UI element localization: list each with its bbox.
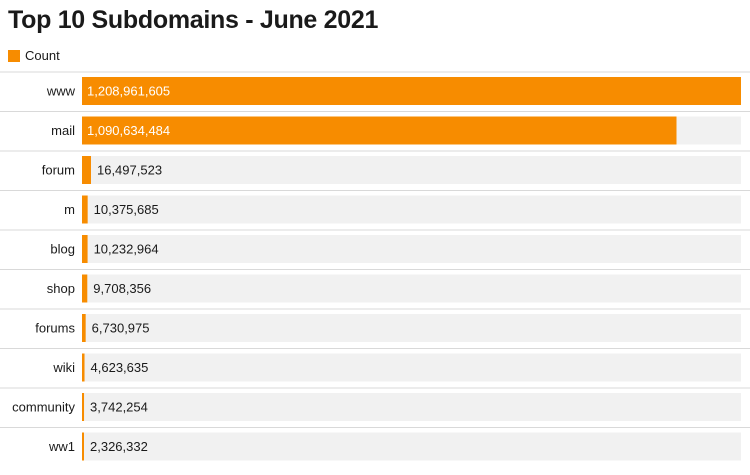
- value-label: 2,326,332: [90, 439, 148, 454]
- category-label: m: [64, 202, 75, 217]
- bar-track: [82, 314, 741, 342]
- value-label: 16,497,523: [97, 163, 162, 178]
- bar-forum: [82, 156, 91, 184]
- value-label: 9,708,356: [93, 281, 151, 296]
- category-label: ww1: [48, 439, 75, 454]
- value-label: 10,232,964: [94, 242, 159, 257]
- bar-shop: [82, 274, 88, 303]
- bar-ww1: [82, 432, 84, 461]
- bar-blog: [82, 235, 88, 263]
- category-label: blog: [50, 242, 75, 257]
- value-label: 4,623,635: [91, 360, 149, 375]
- legend-label: Count: [25, 48, 60, 63]
- bar-track: [82, 156, 741, 184]
- category-label: shop: [47, 281, 75, 296]
- value-label: 6,730,975: [92, 321, 150, 336]
- category-label: mail: [51, 123, 75, 138]
- category-label: forums: [35, 321, 75, 336]
- bar-track: [82, 393, 741, 421]
- bar-www: [82, 77, 741, 105]
- value-label: 10,375,685: [94, 202, 159, 217]
- legend-swatch: [8, 49, 20, 62]
- bar-mail: [82, 116, 677, 145]
- bar-wiki: [82, 353, 85, 382]
- bar-track: [82, 353, 741, 382]
- category-label: www: [46, 84, 76, 99]
- category-label: community: [12, 400, 75, 415]
- bar-track: [82, 432, 741, 461]
- category-label: forum: [42, 163, 75, 178]
- bar-community: [82, 393, 85, 421]
- bar-track: [82, 195, 741, 224]
- category-label: wiki: [52, 360, 75, 375]
- bar-m: [82, 195, 88, 224]
- value-label: 3,742,254: [90, 400, 148, 415]
- bar-forums: [82, 314, 86, 342]
- chart-title: Top 10 Subdomains - June 2021: [8, 6, 379, 34]
- value-label: 1,208,961,605: [87, 84, 170, 99]
- bar-track: [82, 235, 741, 263]
- legend: Count: [8, 48, 60, 63]
- bar-track: [82, 274, 741, 303]
- value-label: 1,090,634,484: [87, 123, 170, 138]
